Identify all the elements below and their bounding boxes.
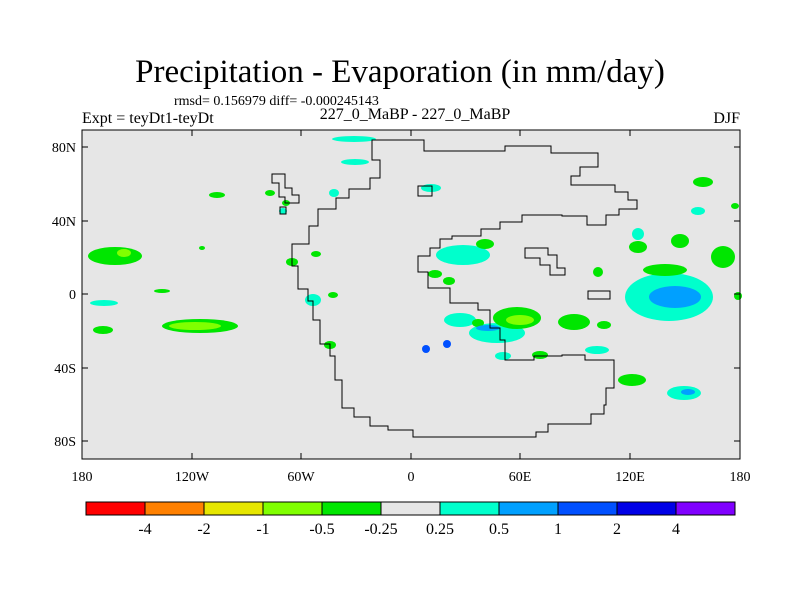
colorbar-label: -4 xyxy=(138,521,152,538)
patch-green xyxy=(671,234,689,248)
x-tick-label: 180 xyxy=(72,470,93,485)
patch-light-green xyxy=(117,249,131,257)
tethys-peninsula-outline xyxy=(524,247,566,276)
colorbar-box xyxy=(616,501,677,516)
isolated-island-outline xyxy=(279,206,287,215)
patch-cyan xyxy=(585,346,609,354)
y-tick-label: 0 xyxy=(69,288,76,303)
field-patches xyxy=(88,136,742,400)
colorbar-box xyxy=(498,501,559,516)
x-tick-label: 60W xyxy=(287,470,315,485)
patch-green xyxy=(643,264,687,276)
patch-green xyxy=(265,190,275,196)
x-tick-label: 120W xyxy=(175,470,210,485)
patch-cyan xyxy=(632,228,644,240)
colorbar-label: 4 xyxy=(672,521,680,538)
x-tick-label: 60E xyxy=(509,470,532,485)
colorbar-box xyxy=(144,501,205,516)
patch-light-green xyxy=(506,315,534,325)
patch-cyan xyxy=(691,207,705,215)
patch-green xyxy=(558,314,590,330)
southeast-block-outline xyxy=(587,290,611,300)
colorbar-label: 0.25 xyxy=(426,521,454,538)
patch-green xyxy=(311,251,321,257)
patch-cyan xyxy=(421,184,441,192)
colorbar-label: -0.25 xyxy=(364,521,398,538)
colorbar-box xyxy=(203,501,264,516)
y-tick-label: 40N xyxy=(52,215,76,230)
x-tick-label: 0 xyxy=(408,470,415,485)
x-axis-labels: 180 120W 60W 0 60E 120E 180 xyxy=(72,470,751,485)
colorbar-box xyxy=(85,501,146,516)
patch-green xyxy=(209,192,225,198)
patch-green xyxy=(328,292,338,298)
colorbar-label: 1 xyxy=(554,521,562,538)
patch-green xyxy=(443,277,455,285)
patch-cyan xyxy=(436,245,490,265)
patch-green xyxy=(88,247,142,265)
patch-green xyxy=(629,241,647,253)
pangaea-outline xyxy=(291,139,638,438)
patch-blue xyxy=(443,340,451,348)
patch-cyan xyxy=(329,189,339,197)
patch-cyan xyxy=(305,294,321,306)
patch-green xyxy=(472,319,484,327)
y-tick-label: 80N xyxy=(52,141,76,156)
colorbar-box xyxy=(557,501,618,516)
colorbar-label: -1 xyxy=(256,521,270,538)
axes-frame xyxy=(81,129,741,460)
colorbar-box xyxy=(321,501,382,516)
patch-cyan xyxy=(495,352,511,360)
map-title: Precipitation - Evaporation (in mm/day) xyxy=(135,54,665,90)
season-label: DJF xyxy=(713,110,740,127)
northwest-spur-outline xyxy=(271,173,300,204)
patch-green xyxy=(731,203,739,209)
colorbar-box xyxy=(380,501,441,516)
colorbar-box xyxy=(262,501,323,516)
patch-green xyxy=(154,289,170,293)
patch-green xyxy=(734,292,742,300)
x-tick-label: 180 xyxy=(730,470,751,485)
colorbar-label: -2 xyxy=(197,521,211,538)
colorbar-box xyxy=(439,501,500,516)
y-tick-label: 40S xyxy=(54,362,76,377)
patch-green xyxy=(476,239,494,249)
patch-cyan xyxy=(90,300,118,306)
patch-green xyxy=(597,321,611,329)
experiment-label: Expt = teyDt1-teyDt xyxy=(82,110,214,127)
patch-cyan xyxy=(444,313,476,327)
patch-green xyxy=(711,246,735,268)
x-tick-label: 120E xyxy=(615,470,645,485)
patch-light-green xyxy=(169,322,221,330)
patch-green xyxy=(428,270,442,278)
patch-cyan xyxy=(341,159,369,165)
rmsd-diff-stats: rmsd= 0.156979 diff= -0.000245143 xyxy=(174,94,379,109)
patch-light-blue xyxy=(681,389,695,395)
colorbar-label: 2 xyxy=(613,521,621,538)
patch-blue xyxy=(422,345,430,353)
patch-green xyxy=(532,351,548,359)
patch-light-blue xyxy=(476,325,500,331)
patch-green xyxy=(199,246,205,250)
patch-light-blue xyxy=(649,286,701,308)
inland-sea-outline xyxy=(417,185,433,197)
patch-cyan xyxy=(332,136,376,142)
colorbar-label: -0.5 xyxy=(309,521,335,538)
y-tick-label: 80S xyxy=(54,435,76,450)
patch-cyan xyxy=(279,208,287,214)
patch-green xyxy=(93,326,113,334)
colorbar xyxy=(85,501,736,516)
y-axis-labels: 80N 40N 0 40S 80S xyxy=(52,141,76,450)
colorbar-label: 0.5 xyxy=(489,521,509,538)
patch-green xyxy=(693,177,713,187)
patch-green xyxy=(593,267,603,277)
colorbar-box xyxy=(675,501,736,516)
coastline xyxy=(271,139,638,438)
patch-green xyxy=(618,374,646,386)
period-label: 227_0_MaBP - 227_0_MaBP xyxy=(319,106,511,123)
